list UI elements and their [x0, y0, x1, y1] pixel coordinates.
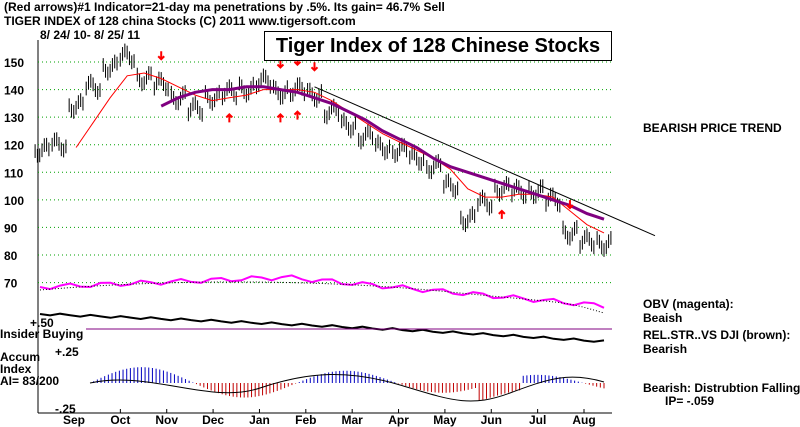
buy-arrow — [498, 209, 506, 219]
header-line-2: TIGER INDEX of 128 china Stocks (C) 2011… — [4, 14, 356, 28]
tick-p50: +.50 — [30, 316, 54, 330]
ma21-line — [75, 72, 605, 234]
chart-title: Tiger Index of 128 Chinese Stocks — [264, 31, 612, 61]
header-line-1: (Red arrows)#1 Indicator=21-day ma penet… — [4, 0, 445, 14]
relstr-line — [39, 312, 605, 343]
x-tick-label: Jul — [529, 413, 546, 427]
obv-label: OBV (magenta): — [643, 297, 734, 311]
y-tick-label: 110 — [4, 166, 24, 180]
buy-arrow — [276, 112, 285, 123]
tick-m25: -.25 — [55, 402, 76, 416]
insider-label: Insider Buying — [0, 327, 84, 341]
x-tick-label: May — [433, 413, 457, 427]
x-tick-label: Jun — [481, 413, 502, 427]
y-tick-label: 140 — [4, 84, 24, 98]
y-tick-label: 150 — [4, 56, 24, 70]
sell-arrow — [566, 200, 574, 210]
x-tick-label: Mar — [342, 413, 364, 427]
y-tick-label: 80 — [4, 249, 18, 263]
trend-note: BEARISH PRICE TREND — [643, 121, 782, 135]
tick-p25: +.25 — [55, 345, 79, 359]
sell-arrow — [310, 62, 319, 72]
accum-label: Accum — [0, 350, 41, 364]
y-tick-label: 120 — [4, 139, 24, 153]
declining-trendline — [314, 86, 656, 237]
index-label: Index — [0, 362, 32, 376]
x-tick-label: Dec — [202, 413, 224, 427]
x-tick-label: Feb — [295, 413, 316, 427]
x-tick-label: Oct — [110, 413, 130, 427]
x-tick-label: Nov — [155, 413, 178, 427]
buy-arrow — [225, 112, 234, 123]
accum-ma — [89, 373, 605, 402]
obv-line — [39, 274, 605, 309]
obv-value: Beaish — [643, 311, 683, 325]
bearish-note: Bearish: Distrubtion Falling. — [643, 381, 800, 395]
relstr-label: REL.STR..VS DJI (brown): — [643, 328, 791, 342]
x-tick-label: Apr — [388, 413, 409, 427]
sell-arrow — [157, 51, 165, 61]
buy-arrow — [293, 110, 302, 120]
ai-label: AI= 83/200 — [0, 374, 60, 388]
y-tick-label: 130 — [4, 111, 24, 125]
y-tick-label: 90 — [4, 221, 18, 235]
x-tick-label: Sep — [63, 413, 85, 427]
y-tick-label: 70 — [4, 277, 18, 291]
y-tick-label: 100 — [4, 194, 24, 208]
obv-ma — [39, 281, 605, 314]
x-tick-label: Aug — [572, 413, 595, 427]
x-tick-label: Jan — [249, 413, 270, 427]
date-range: 8/ 24/ 10- 8/ 25/ 11 — [40, 28, 141, 42]
ma_long-line — [160, 85, 605, 221]
ip-note: IP= -.059 — [665, 394, 715, 408]
relstr-value: Bearish — [643, 342, 688, 356]
